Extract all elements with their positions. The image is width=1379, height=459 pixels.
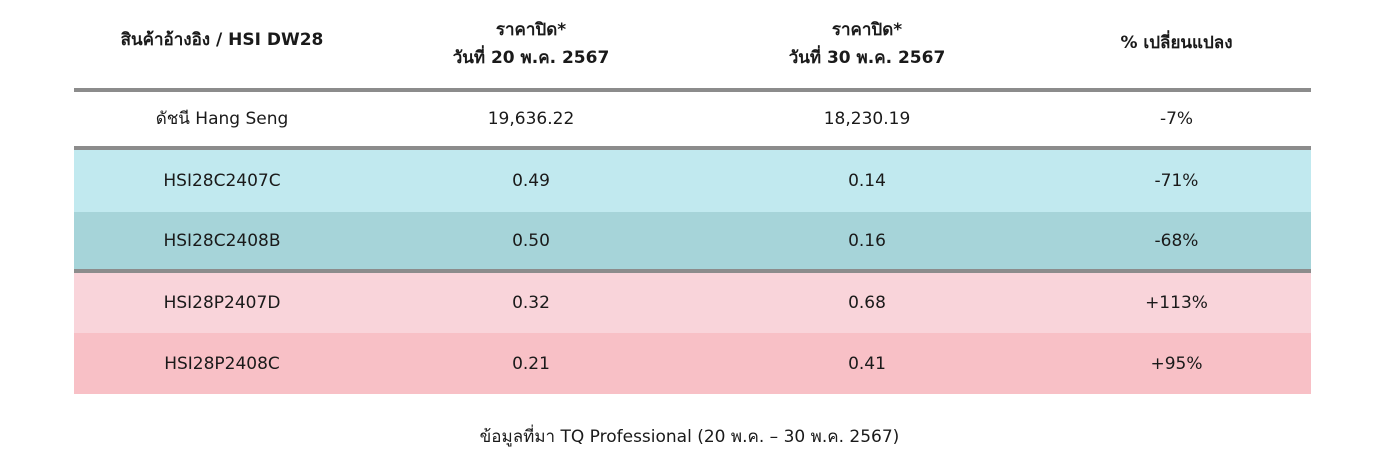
table-row: HSI28C2407C 0.49 0.14 -71% [74,150,1311,212]
row-close-30: 18,230.19 [823,109,911,129]
header-close-30-label: ราคาปิด* [831,20,903,40]
table-row: HSI28P2407D 0.32 0.68 +113% [74,273,1311,333]
header-change: % เปลี่ยนแปลง [1042,29,1311,57]
row-close-30: 0.16 [848,230,886,251]
header-change-label: % เปลี่ยนแปลง [1120,33,1233,53]
header-close-20: ราคาปิด* วันที่ 20 พ.ค. 2567 [370,16,692,72]
table-row: HSI28P2408C 0.21 0.41 +95% [74,333,1311,394]
row-name: HSI28C2407C [163,171,281,191]
row-close-20: 0.21 [512,353,550,374]
source-note: ข้อมูลที่มา TQ Professional (20 พ.ค. – 3… [479,427,900,447]
row-close-20: 0.50 [512,230,550,251]
row-name: HSI28P2408C [164,353,280,374]
row-change: +95% [1150,353,1203,374]
row-name: HSI28C2408B [163,230,281,251]
row-close-20: 0.32 [512,293,550,313]
row-change: +113% [1145,293,1208,313]
header-close-30-date: วันที่ 30 พ.ค. 2567 [788,48,946,68]
row-name: HSI28P2407D [163,293,281,313]
table-row: ดัชนี Hang Seng 19,636.22 18,230.19 -7% [74,92,1311,150]
table-header-row: สินค้าอ้างอิง / HSI DW28 ราคาปิด* วันที่… [74,0,1311,92]
row-close-30: 0.41 [848,353,886,374]
row-close-20: 0.49 [512,171,550,191]
header-underlying-label: สินค้าอ้างอิง / HSI DW28 [120,30,324,50]
row-change: -68% [1154,230,1199,251]
row-close-30: 0.68 [848,293,886,313]
header-close-20-label: ราคาปิด* [495,20,567,40]
row-close-20: 19,636.22 [487,109,575,129]
price-table: สินค้าอ้างอิง / HSI DW28 ราคาปิด* วันที่… [74,0,1311,394]
row-change: -7% [1159,109,1194,129]
row-change: -71% [1154,171,1199,191]
table-row: HSI28C2408B 0.50 0.16 -68% [74,212,1311,273]
row-name: ดัชนี Hang Seng [155,109,289,129]
header-underlying: สินค้าอ้างอิง / HSI DW28 [74,26,370,54]
header-close-30: ราคาปิด* วันที่ 30 พ.ค. 2567 [692,16,1042,72]
row-close-30: 0.14 [848,171,886,191]
header-close-20-date: วันที่ 20 พ.ค. 2567 [452,48,610,68]
